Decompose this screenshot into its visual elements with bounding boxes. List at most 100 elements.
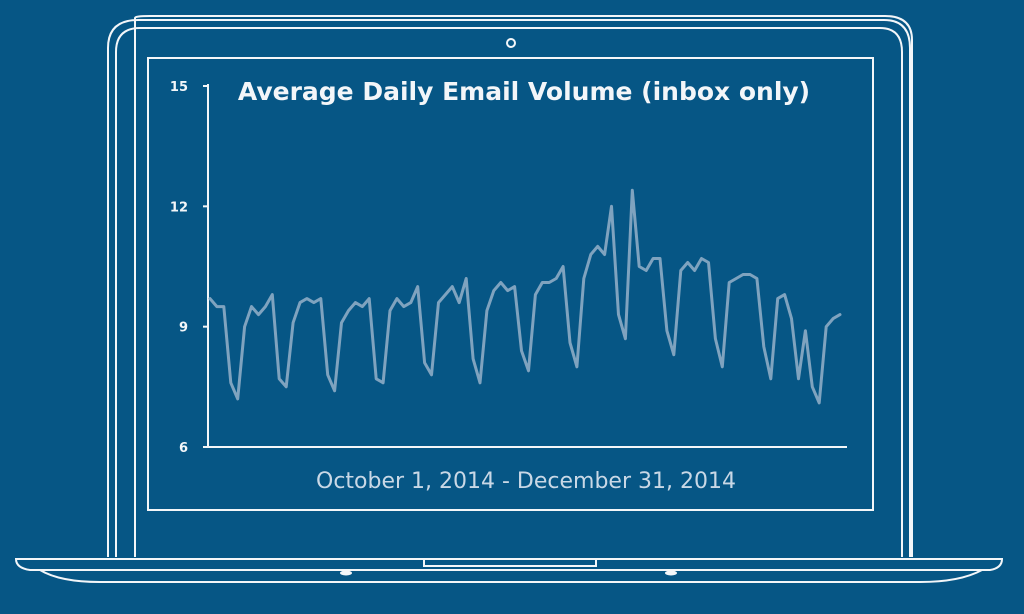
- data-point: [478, 381, 482, 384]
- y-tick-label: 9: [179, 321, 188, 336]
- data-point: [804, 329, 807, 332]
- data-point: [811, 385, 814, 388]
- data-point: [790, 317, 793, 320]
- chart-title: Average Daily Email Volume (inbox only): [238, 77, 810, 106]
- data-point: [423, 361, 426, 364]
- data-point: [340, 321, 343, 324]
- data-point: [451, 285, 454, 288]
- data-point: [520, 349, 523, 352]
- data-point: [776, 297, 779, 300]
- chart-xlabel: October 1, 2014 - December 31, 2014: [316, 469, 736, 494]
- data-point: [250, 305, 253, 308]
- data-point: [638, 265, 641, 268]
- line-chart: Average Daily Email Volume (inbox only) …: [170, 77, 847, 494]
- data-point: [388, 309, 392, 312]
- data-point: [617, 313, 620, 316]
- data-point: [838, 313, 842, 316]
- data-point: [471, 357, 475, 360]
- data-point: [271, 293, 274, 296]
- data-point: [589, 253, 592, 256]
- data-point: [402, 305, 405, 308]
- data-point: [506, 289, 509, 292]
- data-point: [561, 265, 565, 268]
- data-point: [741, 273, 745, 276]
- data-point: [208, 297, 212, 300]
- data-point: [298, 301, 302, 304]
- data-point: [264, 305, 267, 308]
- data-point: [818, 401, 821, 405]
- data-point: [596, 245, 599, 248]
- data-point: [257, 313, 260, 316]
- data-point: [783, 293, 786, 296]
- data-point: [624, 337, 627, 340]
- data-point: [437, 301, 440, 304]
- data-point: [215, 305, 219, 308]
- series-points: [208, 189, 842, 405]
- data-point: [354, 301, 357, 304]
- data-point: [651, 257, 655, 260]
- data-point: [278, 377, 281, 380]
- screen-frame: [147, 57, 874, 511]
- data-point: [755, 277, 759, 280]
- data-point: [748, 273, 752, 276]
- data-point: [236, 397, 239, 401]
- laptop-foot-left: [340, 570, 352, 576]
- data-point: [305, 297, 309, 300]
- data-point: [409, 301, 412, 304]
- data-point: [319, 297, 322, 300]
- laptop-base-bottom: [39, 569, 983, 583]
- data-point: [333, 389, 336, 392]
- data-point: [825, 325, 828, 328]
- data-point: [693, 269, 696, 272]
- data-point: [458, 301, 461, 304]
- data-point: [465, 277, 468, 280]
- data-point: [575, 365, 579, 368]
- data-point: [492, 289, 495, 292]
- data-point: [361, 305, 364, 308]
- data-point: [714, 337, 717, 340]
- y-tick-label: 12: [170, 200, 188, 215]
- y-axis-ticks: 15 12 9 6: [170, 80, 208, 456]
- data-point: [610, 205, 613, 208]
- data-point: [707, 261, 710, 264]
- data-point: [735, 277, 738, 280]
- data-point: [485, 309, 489, 312]
- data-point: [499, 281, 502, 284]
- laptop-hinge-notch: [423, 559, 597, 567]
- data-point: [541, 281, 544, 284]
- data-point: [444, 293, 447, 296]
- data-point: [368, 297, 371, 300]
- laptop-foot-right: [665, 570, 677, 576]
- data-point: [222, 305, 225, 308]
- data-point: [728, 281, 731, 284]
- data-point: [326, 373, 329, 376]
- data-point: [645, 269, 648, 272]
- data-point: [430, 373, 433, 376]
- data-point: [672, 353, 675, 356]
- data-point: [658, 257, 662, 260]
- data-point: [769, 377, 772, 380]
- data-point: [797, 377, 800, 380]
- data-point: [527, 369, 530, 372]
- laptop-lid-bezel: [115, 27, 903, 557]
- data-point: [312, 301, 315, 304]
- webcam-icon: [506, 38, 516, 48]
- data-point: [700, 257, 703, 260]
- data-point: [243, 325, 246, 328]
- data-point: [416, 285, 419, 288]
- data-point: [686, 261, 689, 264]
- y-tick-label: 6: [179, 441, 188, 456]
- data-point: [291, 321, 295, 324]
- data-point: [762, 345, 765, 348]
- data-point: [375, 377, 378, 380]
- laptop-lid-inner: [107, 19, 911, 557]
- data-point: [548, 281, 551, 284]
- laptop-lid-outer: [134, 15, 913, 557]
- data-point: [395, 297, 399, 300]
- data-point: [347, 309, 350, 312]
- data-point: [603, 253, 606, 256]
- data-point: [534, 293, 537, 296]
- laptop-base: [14, 558, 1004, 571]
- data-point: [229, 381, 232, 384]
